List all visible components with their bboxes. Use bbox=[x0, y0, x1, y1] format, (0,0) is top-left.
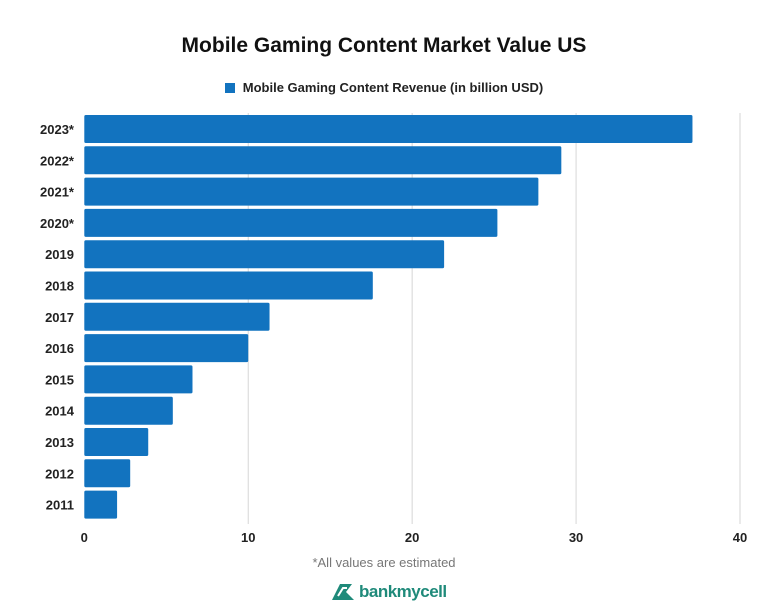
y-tick-label: 2021* bbox=[40, 185, 75, 200]
y-tick-label: 2016 bbox=[45, 341, 74, 356]
bankmycell-logo: bankmycell bbox=[330, 582, 447, 602]
footnote: *All values are estimated bbox=[312, 555, 456, 570]
y-tick-label: 2012 bbox=[45, 466, 74, 481]
y-tick-label: 2014 bbox=[45, 404, 75, 419]
y-tick-label: 2015 bbox=[45, 372, 74, 387]
legend: Mobile Gaming Content Revenue (in billio… bbox=[0, 80, 768, 95]
y-tick-label: 2020* bbox=[40, 216, 75, 231]
bar bbox=[84, 271, 373, 300]
bar bbox=[84, 208, 498, 237]
bar bbox=[84, 365, 193, 394]
logo-text: bankmycell bbox=[359, 582, 447, 601]
x-tick-label: 20 bbox=[405, 530, 419, 545]
y-tick-label: 2022* bbox=[40, 153, 75, 168]
bar bbox=[84, 146, 562, 175]
bar bbox=[84, 396, 173, 425]
bar bbox=[84, 428, 149, 456]
x-tick-label: 40 bbox=[733, 530, 747, 545]
x-tick-label: 10 bbox=[241, 530, 255, 545]
legend-swatch bbox=[224, 83, 235, 93]
y-tick-label: 2017 bbox=[45, 310, 74, 325]
bar bbox=[84, 177, 539, 206]
y-tick-label: 2023* bbox=[40, 122, 75, 137]
bar bbox=[84, 302, 270, 331]
bar bbox=[84, 459, 131, 488]
chart-title: Mobile Gaming Content Market Value US bbox=[181, 34, 587, 57]
y-tick-label: 2018 bbox=[45, 279, 74, 294]
bar bbox=[84, 240, 445, 269]
y-tick-label: 2011 bbox=[46, 498, 74, 513]
bar bbox=[84, 334, 249, 363]
bar bbox=[84, 115, 693, 143]
y-tick-label: 2019 bbox=[45, 247, 74, 262]
legend-label: Mobile Gaming Content Revenue (in billio… bbox=[242, 80, 544, 95]
x-tick-label: 30 bbox=[569, 530, 583, 545]
y-tick-label: 2013 bbox=[45, 435, 74, 450]
x-tick-label: 0 bbox=[81, 530, 88, 545]
bar bbox=[84, 490, 118, 519]
logo-icon bbox=[332, 584, 354, 600]
